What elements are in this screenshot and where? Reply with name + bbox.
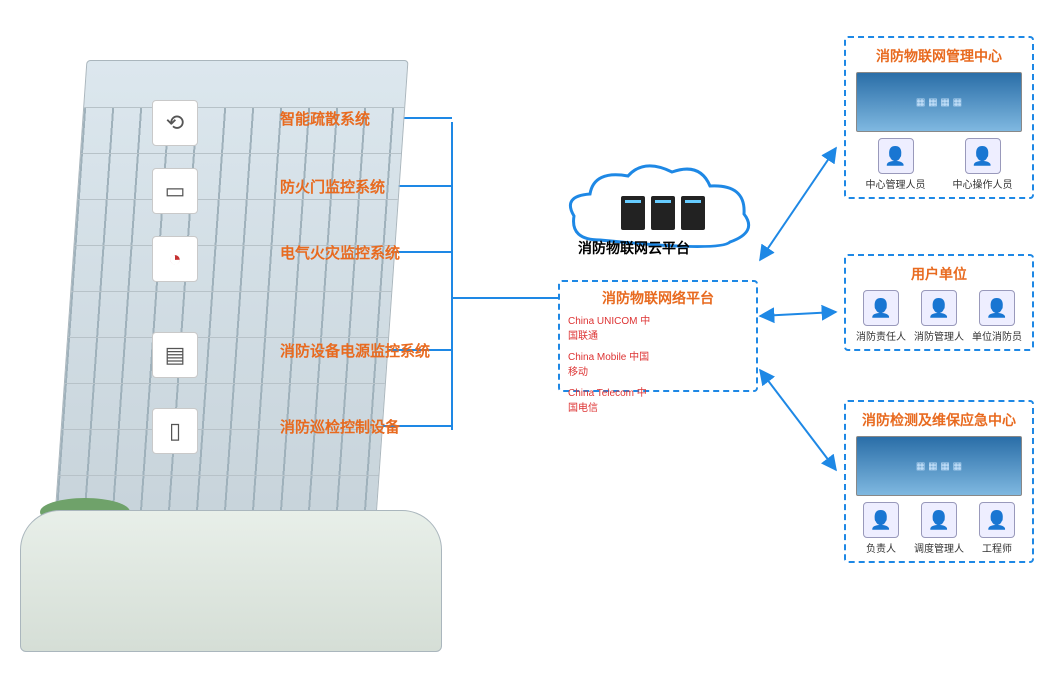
device-dev0: ⟲ — [152, 100, 198, 146]
person-mgmt-p2: 👤 中心操作人员 — [956, 138, 1010, 191]
carrier-telecom: China Telecom 中国电信 — [568, 384, 652, 414]
person-mgmt-p1: 👤 中心管理人员 — [869, 138, 923, 191]
panel-people-mgmt: 👤 中心管理人员 👤 中心操作人员 — [852, 138, 1026, 191]
avatar-icon: 👤 — [979, 502, 1015, 538]
cloud-platform — [560, 160, 760, 280]
panel-screen-mgmt: ▦ ▦ ▦ ▦ — [856, 72, 1022, 132]
system-label-sys2: 电气火灾监控系统 — [280, 242, 400, 263]
person-user-p2: 👤 消防管理人 — [912, 290, 966, 343]
person-label: 工程师 — [982, 540, 1012, 555]
cloud-servers-icon — [618, 196, 708, 235]
avatar-icon: 👤 — [921, 502, 957, 538]
panel-title-user: 用户单位 — [852, 264, 1026, 284]
person-label: 调度管理人 — [914, 540, 964, 555]
avatar-icon: 👤 — [863, 290, 899, 326]
person-det-p3: 👤 工程师 — [970, 502, 1024, 555]
avatar-icon: 👤 — [921, 290, 957, 326]
panel-screen-det: ▦ ▦ ▦ ▦ — [856, 436, 1022, 496]
device-dev2: ◔ — [152, 236, 198, 282]
panel-det: 消防检测及维保应急中心 ▦ ▦ ▦ ▦ 👤 负责人 👤 调度管理人 👤 工程师 — [844, 400, 1034, 563]
cloud-label: 消防物联网云平台 — [578, 238, 690, 258]
system-label-sys4: 消防巡检控制设备 — [280, 416, 400, 437]
person-det-p2: 👤 调度管理人 — [912, 502, 966, 555]
panel-user: 用户单位 👤 消防责任人 👤 消防管理人 👤 单位消防员 — [844, 254, 1034, 351]
device-dev3: ▤ — [152, 332, 198, 378]
avatar-icon: 👤 — [863, 502, 899, 538]
panel-people-user: 👤 消防责任人 👤 消防管理人 👤 单位消防员 — [852, 290, 1026, 343]
person-label: 消防责任人 — [856, 328, 906, 343]
system-label-sys3: 消防设备电源监控系统 — [280, 340, 430, 361]
system-label-sys0: 智能疏散系统 — [280, 108, 370, 129]
carrier-mobile: China Mobile 中国移动 — [568, 348, 652, 378]
system-label-sys1: 防火门监控系统 — [280, 176, 385, 197]
person-user-p3: 👤 单位消防员 — [970, 290, 1024, 343]
building-podium — [20, 510, 442, 652]
person-label: 消防管理人 — [914, 328, 964, 343]
person-label: 负责人 — [866, 540, 896, 555]
avatar-icon: 👤 — [965, 138, 1001, 174]
person-label: 中心管理人员 — [866, 176, 926, 191]
device-dev1: ▭ — [152, 168, 198, 214]
carrier-unicom: China UNICOM 中国联通 — [568, 312, 652, 342]
avatar-icon: 👤 — [979, 290, 1015, 326]
person-label: 单位消防员 — [972, 328, 1022, 343]
building-facade — [53, 60, 408, 532]
network-platform-box: 消防物联网络平台 China UNICOM 中国联通 China Mobile … — [558, 280, 758, 392]
panel-title-mgmt: 消防物联网管理中心 — [852, 46, 1026, 66]
panel-mgmt: 消防物联网管理中心 ▦ ▦ ▦ ▦ 👤 中心管理人员 👤 中心操作人员 — [844, 36, 1034, 199]
network-platform-title: 消防物联网络平台 — [560, 288, 756, 308]
person-det-p1: 👤 负责人 — [854, 502, 908, 555]
person-label: 中心操作人员 — [953, 176, 1013, 191]
panel-people-det: 👤 负责人 👤 调度管理人 👤 工程师 — [852, 502, 1026, 555]
panel-title-det: 消防检测及维保应急中心 — [852, 410, 1026, 430]
person-user-p1: 👤 消防责任人 — [854, 290, 908, 343]
device-dev4: ▯ — [152, 408, 198, 454]
avatar-icon: 👤 — [878, 138, 914, 174]
